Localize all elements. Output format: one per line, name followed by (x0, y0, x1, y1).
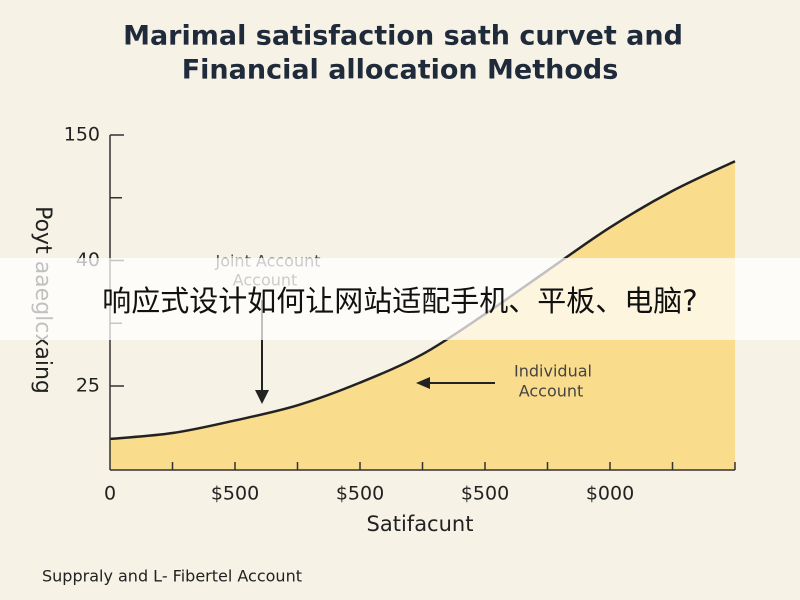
x-tick-label: $000 (586, 483, 634, 505)
y-tick-label: 25 (76, 375, 100, 397)
x-tick-label: $500 (336, 483, 384, 505)
y-tick-label: 150 (64, 124, 100, 146)
chart-title: Marimal satisfaction sath curvet and (123, 21, 683, 52)
arrow-head (255, 390, 269, 404)
arrow-head (416, 377, 430, 389)
x-tick-label: $500 (461, 483, 509, 505)
banner: 响应式设计如何让网站适配手机、平板、电脑? (0, 258, 800, 340)
x-tick-label: $500 (211, 483, 259, 505)
annotation: Account (519, 382, 584, 401)
x-tick-label: 0 (104, 483, 116, 505)
annotation: Individual (514, 362, 592, 381)
x-axis-label: Satifacunt (367, 512, 474, 536)
area-fill (110, 161, 735, 470)
curve-line (109, 160, 736, 441)
chart-title: Financial allocation Methods (182, 55, 619, 86)
footer: Suppraly and L- Fibertel Account (42, 567, 302, 586)
